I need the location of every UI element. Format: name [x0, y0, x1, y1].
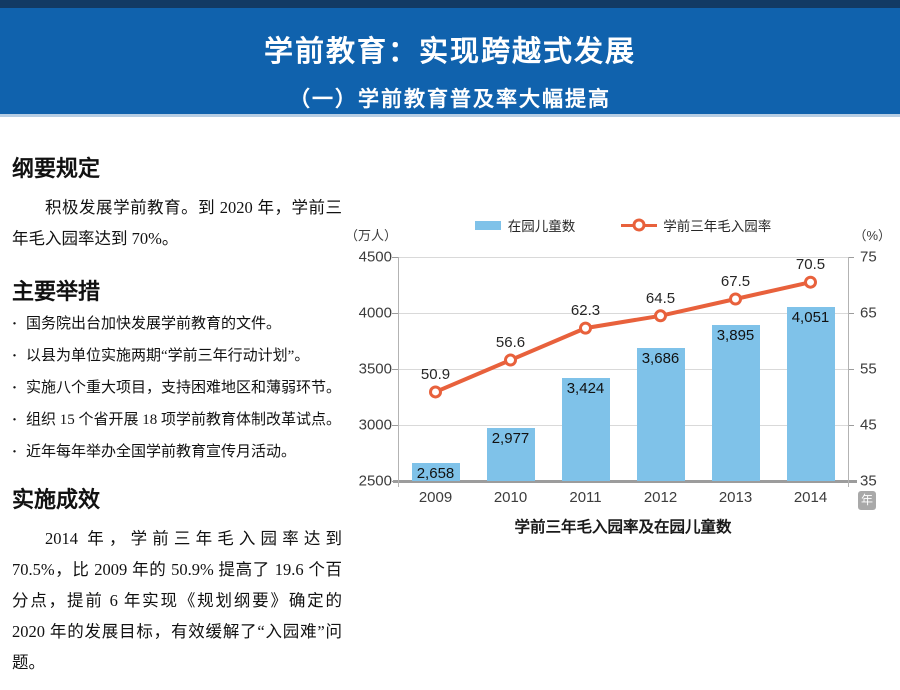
combo-chart: （万人） （%） 在园儿童数 学前三年毛入园率 2500 3000 3500 4000 4500…: [343, 189, 895, 561]
bar-2012: [636, 348, 685, 481]
bar-value-label: 3,424: [566, 379, 605, 397]
measure-bullet: 国务院出台加快发展学前教育的文件。: [12, 315, 342, 334]
right-axis-tick-label: 35: [860, 472, 877, 490]
gridline: [398, 425, 848, 426]
line-value-label: 70.5: [795, 256, 826, 274]
left-axis-tick-mark: [392, 425, 398, 426]
measure-bullet: 组织 15 个省开展 18 项学前教育体制改革试点。: [12, 411, 342, 430]
content-area: 纲要规定 积极发展学前教育。到 2020 年，学前三年毛入园率达到 70%。 主…: [0, 117, 900, 672]
section-heading-measures: 主要举措: [12, 279, 101, 304]
bar-value-label: 2,658: [416, 465, 455, 483]
right-axis-tick-mark: [848, 257, 854, 258]
legend-label: 在园儿童数: [507, 219, 576, 234]
right-axis-tick-label: 55: [860, 360, 877, 378]
x-axis-line: [393, 480, 857, 483]
right-axis-tick-mark: [848, 313, 854, 314]
legend-item-bars: 在园儿童数: [474, 215, 576, 235]
results-paragraph: 2014 年，学前三年毛入园率达到 70.5%，比 2009 年的 50.9% …: [12, 529, 342, 672]
page-subtitle: （一）学前教育普及率大幅提高: [289, 88, 611, 111]
bar-value-label: 3,895: [716, 326, 755, 344]
left-axis-tick-mark: [392, 369, 398, 370]
left-axis-tick-label: 3000: [358, 416, 392, 434]
line-point-marker: [579, 321, 592, 335]
legend-circle-marker: [632, 218, 646, 232]
bar-value-label: 4,051: [791, 309, 830, 327]
bar-2009: [411, 463, 460, 481]
x-axis-label-2013: 2013: [718, 489, 753, 506]
section-heading-results: 实施成效: [12, 487, 101, 512]
line-value-label: 62.3: [570, 302, 601, 320]
right-axis-tick-mark: [848, 425, 854, 426]
legend-line-marker-icon: [621, 218, 658, 232]
measure-bullet: 近年每年举办全国学前教育宣传月活动。: [12, 443, 342, 462]
gridline: [398, 313, 848, 314]
measures-list: 国务院出台加快发展学前教育的文件。以县为单位实施两期“学前三年行动计划”。实施八…: [12, 315, 342, 462]
line-value-label: 50.9: [420, 365, 451, 383]
left-axis-tick-mark: [392, 313, 398, 314]
chart-caption: 学前三年毛入园率及在园儿童数: [514, 519, 732, 536]
gridline: [398, 369, 848, 370]
page-title: 学前教育：实现跨越式发展: [263, 36, 636, 68]
right-axis-tick-mark: [848, 481, 854, 482]
x-axis-label-2012: 2012: [643, 489, 678, 506]
bar-2010: [486, 427, 535, 481]
legend-bar-swatch-icon: [474, 220, 501, 230]
line-value-label: 67.5: [720, 273, 751, 290]
right-axis-tick-label: 75: [860, 248, 877, 266]
left-axis-tick-label: 4000: [358, 304, 392, 322]
legend-item-line: 学前三年毛入园率: [621, 215, 771, 235]
left-axis-tick-label: 3500: [358, 360, 392, 378]
page-header: 学前教育：实现跨越式发展 （一）学前教育普及率大幅提高: [0, 0, 900, 117]
left-axis-unit: （万人）: [345, 228, 398, 243]
line-value-label: 56.6: [495, 334, 526, 352]
bar-2011: [561, 377, 610, 481]
line-point-marker: [504, 353, 517, 367]
right-axis-unit: （%）: [853, 228, 891, 243]
x-axis-label-2010: 2010: [493, 489, 528, 506]
left-axis-tick-mark: [392, 481, 398, 482]
right-axis-tick-mark: [848, 369, 854, 370]
bar-2013: [711, 324, 760, 481]
enrollment-rate-line: [429, 275, 817, 399]
line-point-marker: [729, 292, 742, 306]
outline-paragraph: 积极发展学前教育。到 2020 年，学前三年毛入园率达到 70%。: [12, 198, 342, 248]
line-point-marker: [429, 385, 442, 399]
bar-2014: [786, 307, 835, 481]
x-axis-label-2011: 2011: [569, 489, 602, 506]
right-axis-tick-label: 45: [860, 416, 877, 434]
left-axis-tick-label: 2500: [358, 472, 392, 490]
measure-bullet: 以县为单位实施两期“学前三年行动计划”。: [12, 347, 342, 366]
text-column: 纲要规定 积极发展学前教育。到 2020 年，学前三年毛入园率达到 70%。 主…: [12, 151, 342, 690]
line-point-marker: [804, 275, 817, 289]
gridline: [398, 257, 848, 258]
bar-value-label: 3,686: [641, 350, 680, 368]
left-axis-line: [398, 257, 399, 487]
x-axis-label-2009: 2009: [418, 489, 453, 506]
right-axis-tick-label: 65: [860, 304, 877, 322]
x-axis-unit-badge: 年: [858, 491, 877, 510]
bar-value-label: 2,977: [491, 429, 530, 447]
left-axis-tick-mark: [392, 257, 398, 258]
legend-label: 学前三年毛入园率: [663, 219, 772, 234]
chart-legend: 在园儿童数 学前三年毛入园率: [398, 215, 848, 235]
right-axis-line: [848, 257, 849, 487]
left-axis-tick-label: 4500: [358, 248, 392, 266]
infographic-page: 学前教育：实现跨越式发展 （一）学前教育普及率大幅提高 纲要规定 积极发展学前教…: [0, 0, 900, 600]
line-point-marker: [654, 309, 667, 323]
line-path: [434, 280, 811, 394]
measure-bullet: 实施八个重大项目，支持困难地区和薄弱环节。: [12, 379, 342, 398]
x-axis-label-2014: 2014: [793, 489, 828, 506]
section-heading-outline: 纲要规定: [12, 156, 101, 181]
line-value-label: 64.5: [645, 289, 676, 307]
